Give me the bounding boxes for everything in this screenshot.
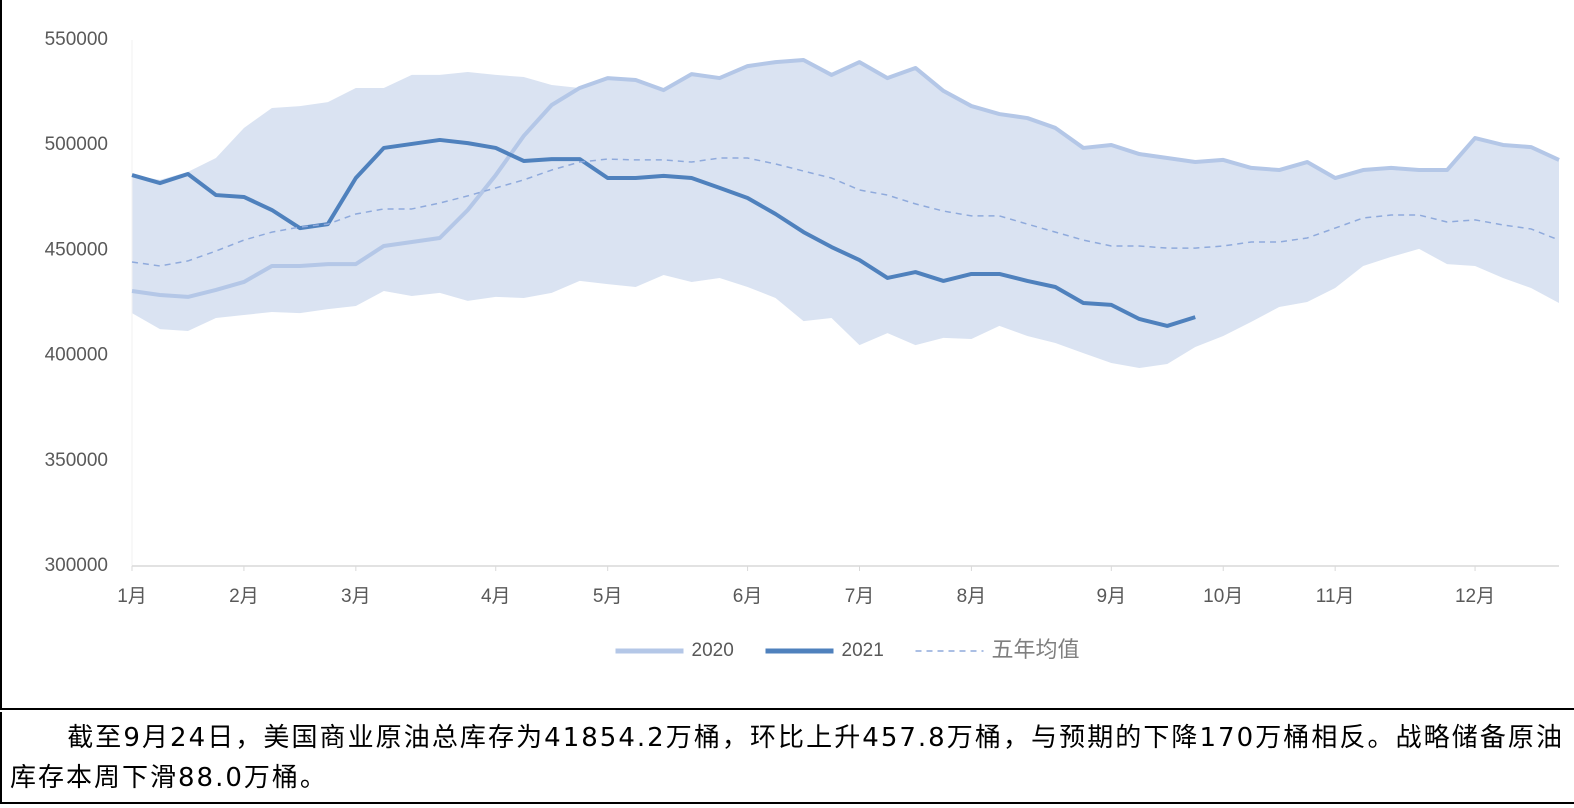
caption: 截至9月24日，美国商业原油总库存为41854.2万桶，环比上升457.8万桶，…	[0, 712, 1574, 804]
x-tick-label: 5月	[593, 586, 623, 607]
x-tick-label: 1月	[117, 586, 147, 607]
x-tick-label: 4月	[481, 586, 511, 607]
x-tick-label: 8月	[957, 586, 987, 607]
x-tick-label: 9月	[1097, 586, 1127, 607]
legend-label: 五年均值	[992, 637, 1080, 662]
x-tick-label: 7月	[845, 586, 875, 607]
series-line	[131, 137, 1196, 328]
legend-label: 2020	[692, 640, 734, 661]
x-tick-label: 11月	[1316, 586, 1355, 607]
x-tick-label: 12月	[1455, 586, 1495, 607]
chart-frame: 300000 350000 400000 450000 500000 550000 1月 2月…	[0, 0, 1574, 710]
series-line	[131, 57, 1560, 299]
series-line	[131, 157, 1560, 267]
x-tick-label: 10月	[1203, 586, 1243, 607]
x-tick-label: 2月	[229, 586, 259, 607]
x-tick-label: 3月	[341, 586, 371, 607]
y-tick-label: 350000	[45, 450, 108, 471]
legend-label: 2021	[842, 640, 884, 661]
chart: 300000 350000 400000 450000 500000 550000 1月 2月…	[45, 29, 1560, 662]
y-tick-label: 500000	[45, 134, 108, 155]
y-tick-label: 550000	[45, 29, 108, 50]
y-tick-label: 400000	[45, 345, 108, 366]
x-tick-label: 6月	[733, 586, 763, 607]
y-tick-label: 450000	[45, 239, 108, 260]
y-tick-label: 300000	[45, 555, 108, 576]
range-band	[132, 59, 1559, 369]
